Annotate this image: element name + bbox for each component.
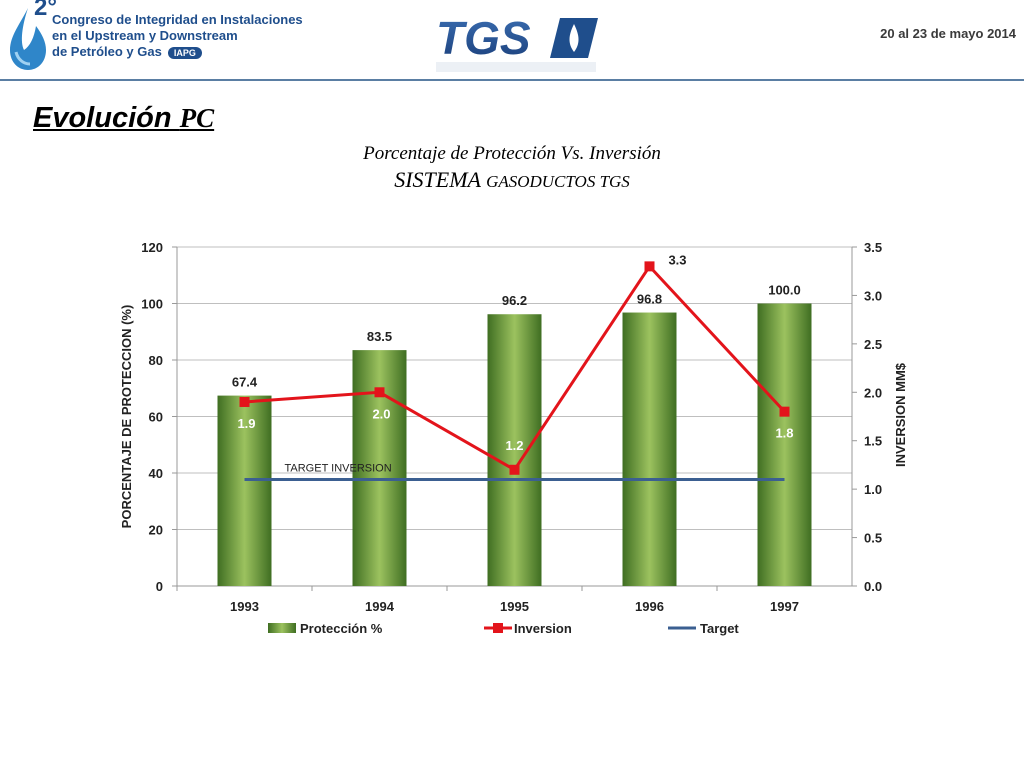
bar-proteccion	[217, 395, 272, 586]
chart-subtitle-small: GASODUCTOS TGS	[486, 172, 630, 191]
x-tick-label: 1996	[635, 599, 664, 614]
slide-title-main: Evolución	[33, 102, 180, 134]
y2-tick-label: 1.0	[864, 482, 882, 497]
inversion-point	[644, 261, 655, 272]
slide-title-suffix: PC	[179, 103, 215, 133]
x-tick-label: 1995	[500, 599, 529, 614]
x-tick-label: 1994	[365, 599, 395, 614]
y-axis-title: PORCENTAJE DE PROTECCION (%)	[119, 305, 134, 529]
inversion-value-label: 1.2	[505, 438, 523, 453]
tgs-logo-text: TGS	[436, 12, 531, 64]
event-date: 20 al 23 de mayo 2014	[880, 26, 1016, 41]
conference-line-3: de Petróleo y Gas	[52, 44, 162, 59]
y2-axis-title: INVERSION MM$	[893, 362, 908, 467]
slide-header: 2° Congreso de Integridad en Instalacion…	[0, 0, 1024, 81]
y-tick-label: 60	[149, 410, 163, 425]
y2-tick-label: 0.0	[864, 579, 882, 594]
legend-swatch-proteccion	[268, 623, 296, 633]
bar-value-label: 96.2	[502, 293, 527, 308]
y-tick-label: 20	[149, 523, 163, 538]
inversion-value-label: 3.3	[668, 252, 686, 267]
bar-proteccion	[757, 303, 812, 586]
inversion-point	[509, 464, 520, 475]
y2-tick-label: 3.0	[864, 288, 882, 303]
legend-swatch-inversion-marker	[493, 623, 503, 633]
y-tick-label: 120	[141, 240, 163, 255]
y-tick-label: 100	[141, 297, 163, 312]
y2-tick-label: 1.5	[864, 434, 882, 449]
iapg-badge: IAPG	[167, 46, 202, 59]
inversion-point	[779, 406, 790, 417]
y2-tick-label: 0.5	[864, 531, 882, 546]
bar-proteccion	[622, 312, 677, 586]
y-tick-label: 40	[149, 466, 163, 481]
conference-title: 2° Congreso de Integridad en Instalacion…	[34, 0, 303, 60]
slide-title: Evolución PC	[33, 102, 214, 135]
inversion-value-label: 2.0	[372, 406, 390, 421]
x-tick-label: 1993	[230, 599, 259, 614]
drop-logo-icon	[10, 8, 46, 70]
y-tick-label: 80	[149, 353, 163, 368]
legend-label-target: Target	[700, 621, 739, 636]
chart-subtitle: SISTEMA GASODUCTOS TGS	[0, 167, 1024, 193]
bar-proteccion	[487, 314, 542, 586]
y2-tick-label: 2.5	[864, 337, 882, 352]
chart-subtitle-main: SISTEMA	[394, 167, 487, 192]
legend-label-proteccion: Protección %	[300, 621, 383, 636]
bar-value-label: 67.4	[232, 375, 258, 390]
inversion-point	[374, 387, 385, 398]
x-tick-label: 1997	[770, 599, 799, 614]
header-divider	[0, 79, 1024, 81]
inversion-value-label: 1.9	[237, 416, 255, 431]
y-tick-label: 0	[156, 579, 163, 594]
conference-line-2: en el Upstream y Downstream	[52, 28, 238, 43]
conference-number: 2°	[34, 0, 57, 21]
y2-tick-label: 3.5	[864, 240, 882, 255]
bar-value-label: 96.8	[637, 292, 662, 307]
tgs-logo: TGS	[436, 12, 598, 72]
bar-value-label: 100.0	[768, 283, 801, 298]
y2-tick-label: 2.0	[864, 385, 882, 400]
conference-line-1: Congreso de Integridad en Instalaciones	[52, 12, 303, 27]
bar-value-label: 83.5	[367, 329, 392, 344]
inversion-point	[239, 396, 250, 407]
target-annotation: TARGET INVERSION	[285, 462, 392, 474]
chart-title: Porcentaje de Protección Vs. Inversión	[363, 143, 661, 164]
legend-label-inversion: Inversion	[514, 621, 572, 636]
inversion-value-label: 1.8	[775, 426, 793, 441]
